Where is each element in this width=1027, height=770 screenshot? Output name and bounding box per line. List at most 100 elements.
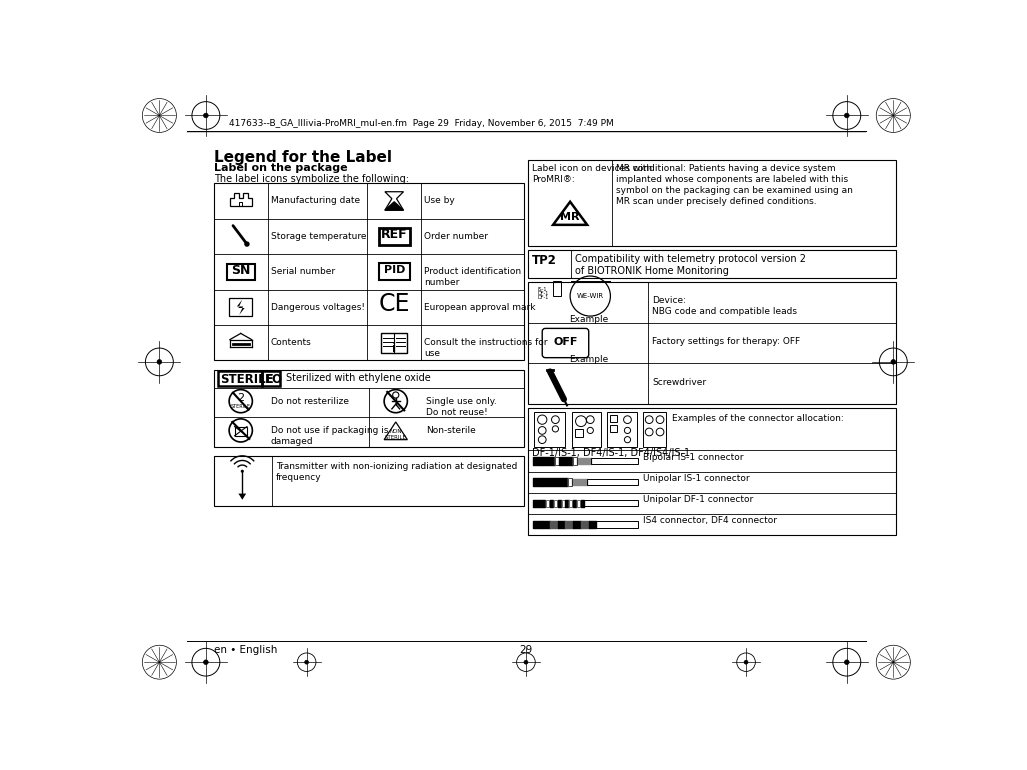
Text: 29: 29 xyxy=(520,645,533,655)
Text: Do not resterilize: Do not resterilize xyxy=(271,397,349,406)
Text: Compatibility with telemetry protocol version 2
of BIOTRONIK Home Monitoring: Compatibility with telemetry protocol ve… xyxy=(575,254,806,276)
Text: STERILE: STERILE xyxy=(220,373,273,387)
Circle shape xyxy=(891,360,896,364)
Text: Transmitter with non-ionizing radiation at designated
frequency: Transmitter with non-ionizing radiation … xyxy=(275,462,517,482)
Text: OFF: OFF xyxy=(554,337,577,347)
Bar xyxy=(528,250,897,278)
Bar xyxy=(569,500,572,507)
Circle shape xyxy=(844,660,849,665)
Bar xyxy=(263,371,279,386)
Bar xyxy=(238,202,242,206)
Bar xyxy=(573,457,577,465)
Bar xyxy=(379,228,410,245)
Bar xyxy=(610,415,616,422)
Text: Legend for the Label: Legend for the Label xyxy=(214,150,391,165)
Bar xyxy=(528,408,897,535)
Bar xyxy=(214,183,524,360)
Bar xyxy=(592,458,638,464)
Bar xyxy=(218,371,263,386)
Text: Use by: Use by xyxy=(424,196,455,206)
Text: DF-1: DF-1 xyxy=(537,290,549,296)
Polygon shape xyxy=(385,202,404,210)
Text: The label icons symbolize the following:: The label icons symbolize the following: xyxy=(214,174,409,184)
Bar xyxy=(214,456,524,506)
Text: DF-1: DF-1 xyxy=(537,294,549,300)
Text: Consult the instructions for
use: Consult the instructions for use xyxy=(424,338,548,358)
Bar xyxy=(229,298,253,316)
Circle shape xyxy=(305,660,308,664)
Text: Contents: Contents xyxy=(271,338,312,347)
Text: Storage temperature: Storage temperature xyxy=(271,232,367,241)
Polygon shape xyxy=(237,300,244,315)
Text: STERILE: STERILE xyxy=(231,404,251,409)
Circle shape xyxy=(203,660,208,665)
Text: Screwdriver: Screwdriver xyxy=(652,377,707,387)
Text: Label icon on devices with
ProMRI®:: Label icon on devices with ProMRI®: xyxy=(532,164,652,184)
Bar xyxy=(546,500,549,507)
Text: EO: EO xyxy=(265,373,282,387)
Text: IS-1: IS-1 xyxy=(537,286,547,292)
Text: MR: MR xyxy=(561,213,580,222)
Text: NON
STERILE: NON STERILE xyxy=(385,429,407,440)
Bar xyxy=(592,521,638,527)
Text: Non-sterile: Non-sterile xyxy=(426,426,476,435)
Text: Single use only.
Do not reuse!: Single use only. Do not reuse! xyxy=(426,397,497,417)
Circle shape xyxy=(745,660,748,664)
Text: Order number: Order number xyxy=(424,232,489,241)
Bar xyxy=(572,412,601,447)
Text: Device:
NBG code and compatible leads: Device: NBG code and compatible leads xyxy=(652,296,797,316)
Text: Serial number: Serial number xyxy=(271,267,335,276)
Circle shape xyxy=(244,241,250,246)
Text: TP2: TP2 xyxy=(532,254,557,267)
Text: PID: PID xyxy=(383,266,405,275)
Bar xyxy=(587,479,638,485)
Text: IS4 connector, DF4 connector: IS4 connector, DF4 connector xyxy=(643,516,777,525)
Text: CE: CE xyxy=(379,292,410,316)
Circle shape xyxy=(524,660,528,664)
Polygon shape xyxy=(238,494,246,500)
Bar xyxy=(607,412,637,447)
Text: Unipolar IS-1 connector: Unipolar IS-1 connector xyxy=(643,474,750,483)
Text: Unipolar DF-1 connector: Unipolar DF-1 connector xyxy=(643,495,753,504)
Text: Dangerous voltages!: Dangerous voltages! xyxy=(271,303,365,312)
Bar xyxy=(234,427,246,436)
Text: Product identification
number: Product identification number xyxy=(424,267,522,287)
Bar xyxy=(554,500,557,507)
Text: Factory settings for therapy: OFF: Factory settings for therapy: OFF xyxy=(652,336,800,346)
Bar xyxy=(577,500,580,507)
Bar xyxy=(379,263,410,280)
Circle shape xyxy=(240,470,243,473)
Circle shape xyxy=(844,113,849,118)
Bar xyxy=(610,425,616,432)
Bar xyxy=(643,412,667,447)
Text: en • English: en • English xyxy=(214,645,277,655)
Circle shape xyxy=(203,113,208,118)
Text: Sterilized with ethylene oxide: Sterilized with ethylene oxide xyxy=(287,373,431,383)
Text: WE-WIR: WE-WIR xyxy=(577,293,604,299)
Text: Do not use if packaging is
damaged: Do not use if packaging is damaged xyxy=(271,426,388,446)
Text: Example: Example xyxy=(569,355,608,364)
Bar xyxy=(575,429,582,437)
Text: 2: 2 xyxy=(237,393,244,403)
Text: REF: REF xyxy=(381,229,408,241)
Text: MR conditional: Patients having a device system
implanted whose components are l: MR conditional: Patients having a device… xyxy=(616,164,852,206)
Bar xyxy=(568,478,572,486)
Bar xyxy=(562,500,565,507)
Bar xyxy=(534,412,566,447)
Text: SN: SN xyxy=(231,264,251,276)
Circle shape xyxy=(157,360,161,364)
Text: DF-1/IS-1, DF4/IS-1, DF4/IS4/IS-1: DF-1/IS-1, DF4/IS-1, DF4/IS4/IS-1 xyxy=(532,448,690,458)
Text: Label on the package: Label on the package xyxy=(214,163,347,173)
Bar xyxy=(583,500,638,507)
Text: i: i xyxy=(392,343,396,355)
Bar xyxy=(381,333,408,353)
Text: European approval mark: European approval mark xyxy=(424,303,536,312)
Bar xyxy=(554,280,561,296)
Bar xyxy=(214,370,524,447)
Text: Example: Example xyxy=(569,314,608,323)
Text: 417633--B_GA_IIlivia-ProMRI_mul-en.fm  Page 29  Friday, November 6, 2015  7:49 P: 417633--B_GA_IIlivia-ProMRI_mul-en.fm Pa… xyxy=(229,119,614,129)
Text: Examples of the connector allocation:: Examples of the connector allocation: xyxy=(672,414,843,424)
Bar xyxy=(227,264,255,280)
Text: Manufacturing date: Manufacturing date xyxy=(271,196,360,206)
Bar xyxy=(528,160,897,246)
